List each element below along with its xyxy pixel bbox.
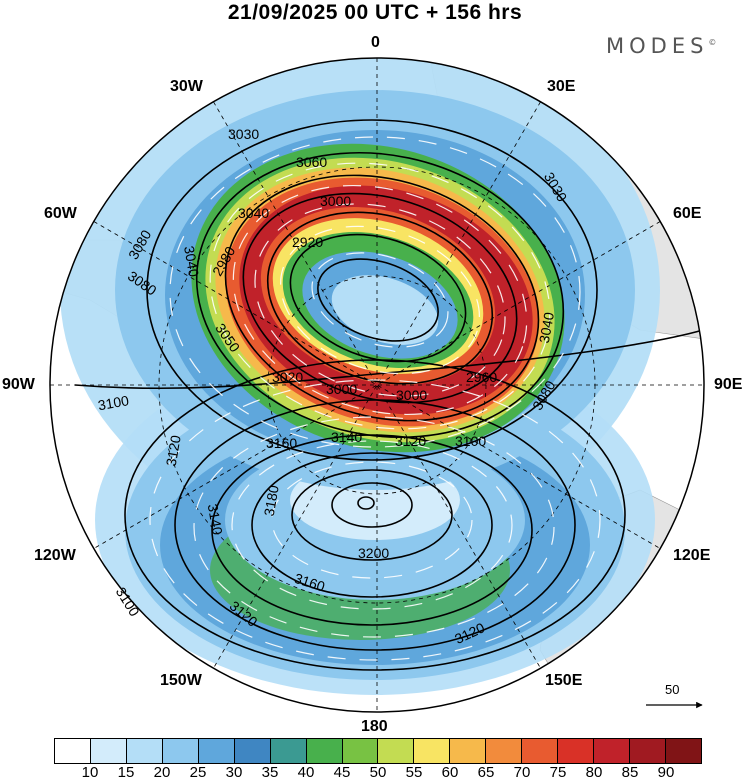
map-boundary	[49, 57, 705, 713]
colorbar-tick-label: 90	[657, 764, 675, 781]
colorbar-tick-label: 15	[117, 764, 135, 781]
colorbar-tick-label: 20	[153, 764, 171, 781]
colorbar-cell	[126, 739, 163, 763]
colorbar-tick-label: 85	[621, 764, 639, 781]
colorbar-tick-label: 30	[225, 764, 243, 781]
colorbar-cell	[594, 739, 630, 763]
brand-name: MODES	[606, 34, 709, 58]
colorbar-cell	[342, 739, 379, 763]
lon-label-90w: 90W	[2, 376, 35, 393]
contour-label: 3200	[358, 545, 389, 561]
colorbar-tick-label: 65	[477, 764, 495, 781]
colorbar-tick-label: 45	[333, 764, 351, 781]
lon-label-30w: 30W	[170, 78, 203, 95]
graticule	[50, 58, 704, 712]
height-contours	[74, 119, 704, 671]
contour-label: 2920	[292, 234, 323, 250]
brand-logo: MODES©	[606, 34, 716, 58]
reference-vector-label: 50	[665, 682, 680, 697]
colorbar-cell	[306, 739, 343, 763]
colorbar	[54, 738, 702, 764]
colorbar-tick-label: 60	[441, 764, 459, 781]
contour-label: 3100	[455, 433, 486, 449]
colorbar-cell	[486, 739, 523, 763]
colorbar-tick-label: 50	[369, 764, 387, 781]
contour-label: 3100	[97, 392, 131, 413]
colorbar-tick-label: 70	[513, 764, 531, 781]
colorbar-cell	[270, 739, 307, 763]
contour-label: 3160	[266, 435, 297, 451]
lon-label-30e: 30E	[547, 78, 576, 95]
colorbar-cell	[630, 739, 666, 763]
contour-label: 3120	[163, 434, 184, 468]
contour-label: 3030	[228, 126, 259, 142]
contour-label: 3040	[238, 205, 269, 221]
lon-label-60w: 60W	[44, 205, 77, 222]
colorbar-tick-label: 40	[297, 764, 315, 781]
lon-label-150w: 150W	[160, 672, 202, 689]
colorbar-cell	[162, 739, 199, 763]
colorbar-tick-label: 10	[81, 764, 99, 781]
colorbar-cell	[234, 739, 271, 763]
contour-label: 3000	[396, 387, 427, 403]
brand-mark: ©	[708, 38, 717, 47]
contour-label: 3040	[536, 311, 557, 345]
contour-label: 3000	[320, 193, 351, 209]
contour-label: 2960	[466, 369, 497, 385]
lon-label-0: 0	[371, 34, 380, 51]
chart-title: 21/09/2025 00 UTC + 156 hrs	[227, 1, 523, 24]
colorbar-cell	[665, 739, 701, 763]
wind-streamlines	[149, 136, 601, 661]
colorbar-cell	[414, 739, 451, 763]
contour-label: 3140	[331, 429, 362, 445]
colorbar-cell	[558, 739, 595, 763]
contour-label: 3000	[326, 381, 357, 397]
colorbar-tick-label: 35	[261, 764, 279, 781]
colorbar-cell	[522, 739, 559, 763]
colorbar-tick-label: 75	[549, 764, 567, 781]
lon-label-120e: 120E	[673, 547, 711, 564]
colorbar-cell	[450, 739, 487, 763]
contour-label: 3140	[205, 503, 226, 537]
colorbar-cell	[90, 739, 127, 763]
lon-label-150e: 150E	[545, 672, 583, 689]
colorbar-cell	[55, 739, 91, 763]
lon-label-60e: 60E	[673, 205, 702, 222]
contour-label: 3060	[296, 154, 327, 170]
lon-label-90e: 90E	[714, 376, 743, 393]
map-field	[50, 58, 704, 712]
colorbar-cell	[198, 739, 235, 763]
wind-speed-shading	[60, 58, 660, 695]
colorbar-tick-label: 55	[405, 764, 423, 781]
contour-label: 3040	[181, 245, 202, 279]
colorbar-tick-label: 80	[585, 764, 603, 781]
contour-label: 3020	[272, 369, 303, 385]
colorbar-tick-label: 25	[189, 764, 207, 781]
contour-label: 3180	[261, 484, 282, 518]
contour-label: 3120	[395, 433, 426, 449]
colorbar-cell	[378, 739, 415, 763]
lon-label-180: 180	[361, 718, 388, 735]
lon-label-120w: 120W	[34, 547, 76, 564]
